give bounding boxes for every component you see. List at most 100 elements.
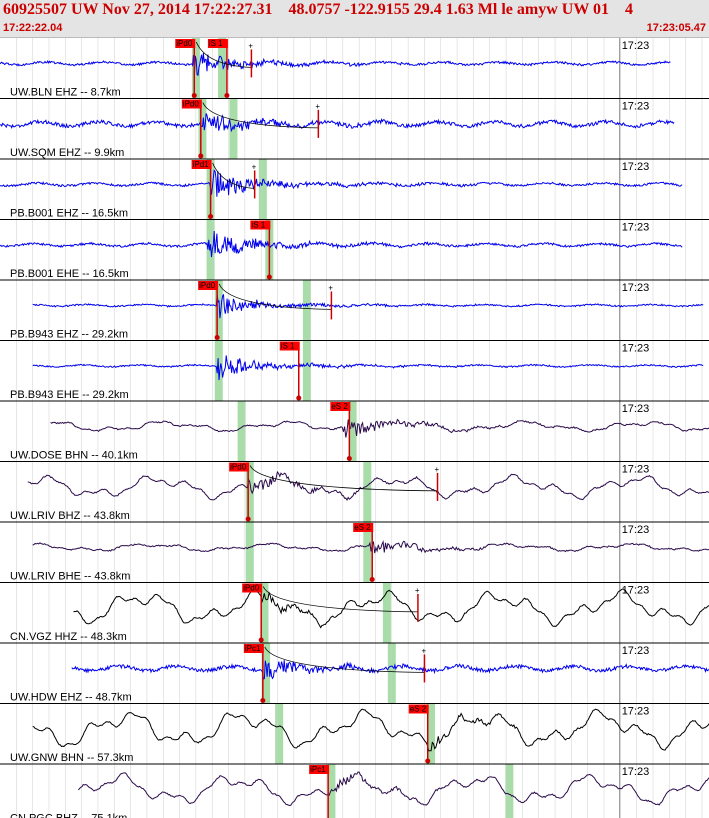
- waveform-trace: [73, 588, 709, 629]
- trace-label: PB.B943 EHE -- 29.2km: [10, 389, 129, 401]
- minute-label: 17:23: [622, 524, 650, 536]
- p-pick-box: [181, 99, 202, 109]
- p-pick-box: [191, 160, 212, 169]
- s-pick-marker: [224, 93, 230, 98]
- trace-label: PB.B001 EHE -- 16.5km: [10, 268, 129, 280]
- p-pick-marker: [214, 335, 220, 340]
- coda-plus: +: [248, 41, 253, 50]
- p-pick-label: iPc1: [310, 765, 326, 774]
- arrival-band: [262, 643, 271, 704]
- minute-label: 17:23: [622, 161, 650, 173]
- time-grid: [0, 38, 709, 818]
- arrival-band: [382, 582, 391, 643]
- event-header: 60925507 UW Nov 27, 2014 17:22:27.31 48.…: [0, 0, 709, 38]
- arrival-band: [258, 159, 267, 220]
- trace-labels: 17:23 UW.BLN EHZ -- 8.7km 17:23 UW.SQM EHZ …: [10, 40, 649, 818]
- waveform-trace: [32, 294, 704, 319]
- arrival-band: [363, 461, 372, 522]
- window-end-time: 17:23:05.47: [646, 22, 706, 34]
- p-pick-marker: [258, 637, 264, 643]
- s-pick-label: eS 2: [410, 705, 427, 714]
- arrival-band: [363, 522, 372, 583]
- waveform-trace: [0, 52, 671, 77]
- arrival-band: [214, 280, 223, 341]
- p-pick-box: [229, 462, 250, 472]
- trace-label: UW.GNW BHN -- 57.3km: [10, 752, 133, 764]
- coda-plus: +: [415, 586, 420, 595]
- window-start-time: 17:22:22.04: [3, 22, 63, 34]
- p-pick-box: [309, 765, 330, 774]
- coda-plus: +: [421, 646, 426, 655]
- s-pick-label: iS 1: [281, 342, 295, 351]
- arrival-band: [348, 401, 357, 462]
- arrival-band: [260, 582, 269, 643]
- s-pick-marker: [369, 577, 375, 582]
- s-pick-marker: [296, 395, 302, 401]
- waveform-trace: [32, 708, 709, 752]
- event-title: 60925507 UW Nov 27, 2014 17:22:27.31 48.…: [3, 1, 634, 18]
- arrival-band: [426, 703, 435, 764]
- waveform-trace: [0, 113, 675, 133]
- minute-label: 17:23: [622, 706, 650, 718]
- p-pick-label: iPd0: [230, 463, 247, 472]
- arrival-band: [505, 764, 514, 818]
- s-pick-box: [330, 402, 351, 411]
- minute-label: 17:23: [622, 766, 650, 778]
- s-pick-box: [250, 220, 271, 230]
- p-pick-marker: [260, 698, 266, 703]
- s-pick-label: eS 2: [331, 402, 348, 411]
- coda-plus: +: [328, 283, 333, 292]
- coda-curve: [249, 465, 438, 492]
- trace-label: CN.VGZ HHZ -- 48.3km: [10, 631, 127, 643]
- trace-label: PB.B943 EHZ -- 29.2km: [10, 329, 128, 341]
- waveform-trace: [0, 230, 683, 258]
- p-pick-marker: [245, 516, 251, 522]
- p-pick-label: iPd0: [199, 281, 216, 290]
- coda-plus: +: [435, 465, 440, 474]
- coda-curve: [264, 646, 425, 673]
- arrival-band: [237, 401, 246, 462]
- s-pick-box: [207, 39, 228, 48]
- coda-curve: [262, 586, 418, 613]
- trace-label: UW.LRIV BHE -- 43.8km: [10, 571, 130, 583]
- trace-label: UW.LRIV BHZ -- 43.8km: [10, 510, 130, 522]
- s-pick-box: [279, 341, 300, 351]
- trace-label: PB.B001 EHZ -- 16.5km: [10, 208, 128, 220]
- s-pick-marker: [266, 274, 272, 280]
- arrival-band: [302, 280, 311, 341]
- p-pick-label: iPd1: [193, 160, 210, 169]
- p-pick-marker: [191, 93, 197, 98]
- coda-curve: [212, 162, 255, 189]
- coda-plus: +: [315, 102, 320, 111]
- trace-label: UW.HDW EHZ -- 48.7km: [10, 692, 132, 704]
- minute-label: 17:23: [622, 403, 650, 415]
- minute-label: 17:23: [622, 40, 650, 52]
- coda-plus: +: [252, 162, 257, 171]
- waveform-trace: [78, 771, 709, 807]
- s-pick-label: eS 2: [354, 523, 371, 532]
- minute-label: 17:23: [622, 343, 650, 355]
- trace-label: UW.DOSE BHN -- 40.1km: [10, 450, 138, 462]
- waveform-trace: [27, 470, 709, 502]
- p-pick-box: [175, 39, 196, 48]
- waveform-trace: [0, 169, 683, 197]
- s-pick-label: iS 1: [209, 39, 223, 48]
- p-pick-marker: [208, 214, 214, 219]
- p-pick-label: iPc1: [245, 644, 261, 653]
- trace-label: UW.SQM EHZ -- 9.9km: [10, 147, 124, 159]
- minute-label: 17:23: [622, 101, 650, 113]
- arrival-band: [218, 38, 227, 99]
- arrival-band: [245, 522, 254, 583]
- minute-label: 17:23: [622, 645, 650, 657]
- waveform-trace: [50, 418, 709, 438]
- trace-label: CN.PGC BHZ -- 75.1km: [10, 813, 127, 818]
- arrival-band: [245, 461, 254, 522]
- trace-label: UW.BLN EHZ -- 8.7km: [10, 87, 121, 99]
- s-pick-marker: [425, 758, 431, 764]
- s-pick-marker: [346, 456, 352, 461]
- coda-curve: [202, 102, 319, 129]
- coda-curve: [218, 283, 332, 310]
- p-pick-label: iPd0: [176, 39, 193, 48]
- s-pick-box: [408, 704, 429, 714]
